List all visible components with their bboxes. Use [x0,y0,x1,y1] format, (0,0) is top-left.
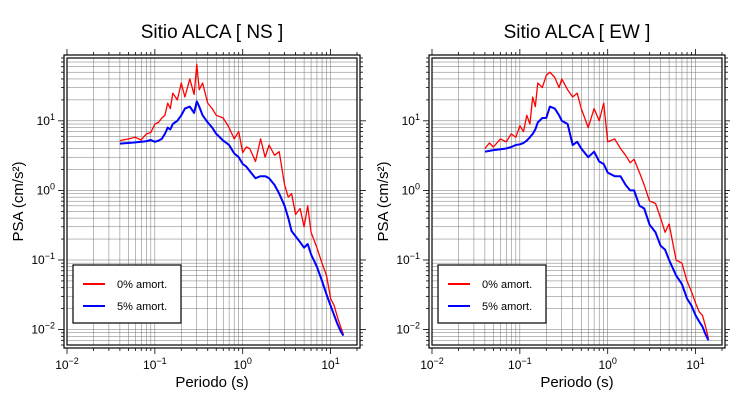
plot-frame [431,57,723,346]
y-tick-label: 100 [402,181,420,197]
series-line-undamped [484,71,710,339]
legend-label: 0% amort. [117,279,167,291]
x-tick-label: 10−1 [508,356,532,372]
y-axis-label: PSA (cm/s²) [375,161,392,241]
x-tick-label: 101 [686,356,704,372]
y-tick-label: 10−2 [31,321,55,337]
chart-title: Sitio ALCA [ EW ] [504,22,651,43]
chart-title: Sitio ALCA [ NS ] [141,22,284,43]
y-tick-label: 101 [37,112,55,128]
series-line-damped [119,100,345,337]
series-line-damped [484,105,710,341]
legend-box [72,264,182,324]
x-tick-label: 101 [321,356,339,372]
legend-label: 5% amort. [117,301,167,313]
x-tick-label: 100 [599,356,617,372]
x-axis-label: Periodo (s) [175,374,248,391]
legend-label: 5% amort. [482,301,532,313]
y-tick-label: 100 [37,181,55,197]
plot-frame [66,57,358,346]
y-tick-label: 10−1 [396,251,420,267]
y-axis-label: PSA (cm/s²) [10,161,27,241]
series-line-undamped [119,63,345,335]
y-tick-label: 101 [402,112,420,128]
legend-label: 0% amort. [482,279,532,291]
x-tick-label: 10−1 [143,356,167,372]
chart-panel-2: 10−2 10−1 100 101 10−2 10−1 100 101 Sitio ALCA [… [375,22,730,391]
x-tick-label: 100 [234,356,252,372]
x-tick-label: 10−2 [55,356,79,372]
x-axis-label: Periodo (s) [540,374,613,391]
chart-panel-1: 10−2 10−1 100 101 10−2 10−1 100 101 Sitio ALCA [… [10,22,366,391]
legend-box [437,264,547,324]
y-tick-label: 10−2 [396,321,420,337]
legend: 0% amort. 5% amort. [437,264,547,324]
x-tick-label: 10−2 [420,356,444,372]
y-tick-label: 10−1 [31,251,55,267]
legend: 0% amort. 5% amort. [72,264,182,324]
